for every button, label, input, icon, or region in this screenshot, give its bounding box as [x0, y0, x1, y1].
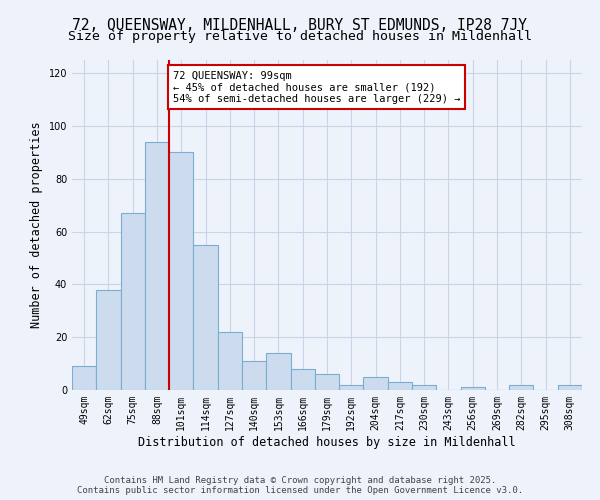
X-axis label: Distribution of detached houses by size in Mildenhall: Distribution of detached houses by size …: [138, 436, 516, 448]
Bar: [412, 384, 436, 390]
Bar: [145, 142, 169, 390]
Bar: [121, 213, 145, 390]
Bar: [290, 369, 315, 390]
Bar: [72, 366, 96, 390]
Text: Size of property relative to detached houses in Mildenhall: Size of property relative to detached ho…: [68, 30, 532, 43]
Text: 72, QUEENSWAY, MILDENHALL, BURY ST EDMUNDS, IP28 7JY: 72, QUEENSWAY, MILDENHALL, BURY ST EDMUN…: [73, 18, 527, 32]
Bar: [364, 377, 388, 390]
Bar: [96, 290, 121, 390]
Bar: [339, 384, 364, 390]
Bar: [388, 382, 412, 390]
Bar: [266, 353, 290, 390]
Text: 72 QUEENSWAY: 99sqm
← 45% of detached houses are smaller (192)
54% of semi-detac: 72 QUEENSWAY: 99sqm ← 45% of detached ho…: [173, 70, 460, 104]
Bar: [242, 361, 266, 390]
Bar: [558, 384, 582, 390]
Bar: [461, 388, 485, 390]
Bar: [169, 152, 193, 390]
Text: Contains HM Land Registry data © Crown copyright and database right 2025.
Contai: Contains HM Land Registry data © Crown c…: [77, 476, 523, 495]
Y-axis label: Number of detached properties: Number of detached properties: [30, 122, 43, 328]
Bar: [509, 384, 533, 390]
Bar: [193, 245, 218, 390]
Bar: [315, 374, 339, 390]
Bar: [218, 332, 242, 390]
